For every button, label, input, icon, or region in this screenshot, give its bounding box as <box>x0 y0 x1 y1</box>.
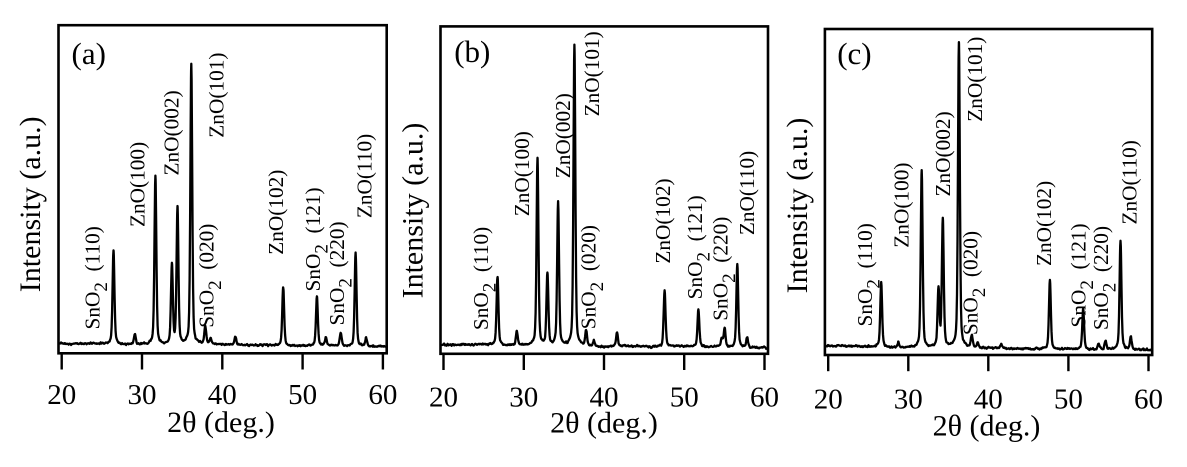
svg-text:Intensity (a.u.): Intensity (a.u.) <box>781 118 814 294</box>
svg-text:60: 60 <box>1134 383 1163 415</box>
svg-text:50: 50 <box>670 382 699 414</box>
svg-text:(c): (c) <box>837 36 871 71</box>
svg-text:20: 20 <box>429 382 458 414</box>
svg-text:ZnO(100): ZnO(100) <box>126 142 150 227</box>
svg-text:ZnO(002): ZnO(002) <box>160 90 184 175</box>
svg-text:40: 40 <box>208 379 237 411</box>
svg-text:ZnO(110): ZnO(110) <box>735 151 759 235</box>
svg-text:20: 20 <box>47 379 76 411</box>
svg-text:40: 40 <box>590 382 619 414</box>
svg-text:2θ (deg.): 2θ (deg.) <box>550 407 658 440</box>
svg-text:ZnO(100): ZnO(100) <box>890 163 914 248</box>
svg-text:ZnO(002): ZnO(002) <box>551 93 575 178</box>
svg-text:SnO2 (121): SnO2 (121) <box>1067 223 1098 327</box>
svg-text:30: 30 <box>894 383 923 415</box>
svg-text:ZnO(102): ZnO(102) <box>651 178 675 263</box>
svg-text:ZnO(110): ZnO(110) <box>353 134 377 218</box>
svg-text:ZnO(002): ZnO(002) <box>931 111 955 196</box>
svg-text:20: 20 <box>814 383 843 415</box>
svg-text:ZnO(102): ZnO(102) <box>264 170 288 255</box>
svg-text:50: 50 <box>288 379 317 411</box>
svg-text:40: 40 <box>974 383 1003 415</box>
svg-text:Intensity (a.u.): Intensity (a.u.) <box>397 123 430 299</box>
svg-text:(b): (b) <box>454 34 490 69</box>
svg-text:ZnO(101): ZnO(101) <box>963 37 987 122</box>
svg-text:(a): (a) <box>72 36 106 71</box>
svg-text:ZnO(101): ZnO(101) <box>580 31 604 116</box>
svg-text:60: 60 <box>368 379 397 411</box>
svg-text:2θ (deg.): 2θ (deg.) <box>933 409 1041 442</box>
svg-text:50: 50 <box>1054 383 1083 415</box>
svg-text:ZnO(110): ZnO(110) <box>1118 140 1142 224</box>
svg-text:ZnO(102): ZnO(102) <box>1032 181 1056 266</box>
svg-text:ZnO(101): ZnO(101) <box>205 53 229 138</box>
svg-text:Intensity (a.u.): Intensity (a.u.) <box>14 116 47 292</box>
svg-text:2θ (deg.): 2θ (deg.) <box>167 406 275 439</box>
svg-text:ZnO(100): ZnO(100) <box>510 131 534 216</box>
svg-text:30: 30 <box>509 382 538 414</box>
svg-text:60: 60 <box>750 382 779 414</box>
svg-text:30: 30 <box>128 379 157 411</box>
